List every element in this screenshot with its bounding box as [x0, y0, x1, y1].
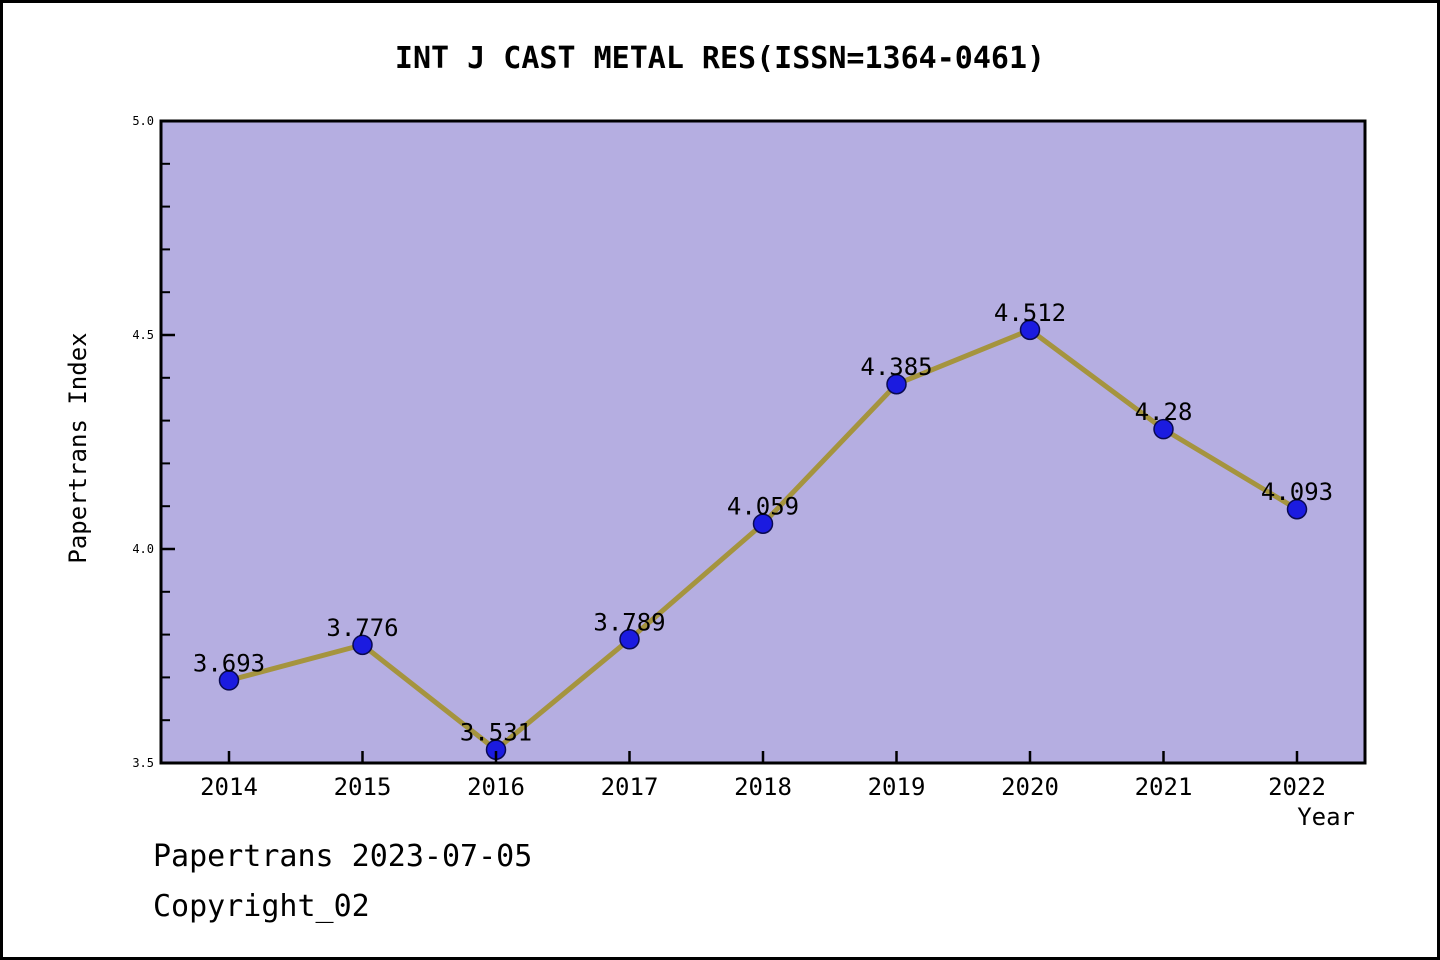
x-tick-label: 2016	[467, 773, 525, 801]
data-point-marker	[752, 513, 774, 534]
x-tick-label: 2019	[868, 773, 926, 801]
y-axis-label: Papertrans Index	[64, 332, 92, 564]
x-tick-label: 2018	[734, 773, 792, 801]
data-point-marker	[1019, 319, 1041, 341]
watermark-copyright: Copyright_02	[153, 889, 370, 924]
data-point-label: 3.693	[193, 649, 265, 677]
data-point-label: 4.28	[1135, 398, 1193, 426]
x-tick-label: 2014	[200, 773, 258, 801]
chart-title: INT J CAST METAL RES(ISSN=1364-0461)	[394, 41, 1046, 76]
x-tick-label: 2015	[334, 773, 392, 801]
x-tick-label: 2017	[601, 773, 659, 801]
data-point-label: 4.093	[1261, 478, 1333, 506]
plot-border	[159, 119, 1367, 765]
data-point-label: 4.059	[727, 493, 799, 521]
x-axis-label: Year	[1297, 803, 1355, 831]
data-point-marker	[886, 373, 907, 395]
watermark-date: Papertrans 2023-07-05	[153, 839, 533, 874]
data-point-marker	[619, 629, 640, 650]
y-tick-label: 4.0	[132, 542, 154, 556]
y-tick-label: 5.0	[132, 114, 154, 128]
x-tick-label: 2022	[1268, 773, 1326, 801]
data-point-marker	[1153, 418, 1174, 440]
data-point-marker	[352, 634, 373, 656]
data-point-label: 3.531	[460, 719, 532, 747]
data-point-label: 4.385	[860, 353, 932, 381]
data-point-marker	[218, 670, 240, 691]
data-point-marker	[1286, 498, 1308, 520]
x-tick-label: 2021	[1135, 773, 1193, 801]
line-chart: 3.693 3.776 3.531 3.789 4.059 4.385 4.512 4.28 4…	[132, 114, 1367, 801]
y-tick-label: 3.5	[132, 756, 154, 770]
data-point-label: 3.776	[326, 614, 398, 642]
data-point-label: 3.789	[593, 608, 665, 636]
data-point-label: 4.512	[994, 299, 1066, 327]
x-tick-label: 2020	[1001, 773, 1059, 801]
y-tick-label: 4.5	[132, 328, 154, 342]
plot-background	[161, 121, 1365, 763]
